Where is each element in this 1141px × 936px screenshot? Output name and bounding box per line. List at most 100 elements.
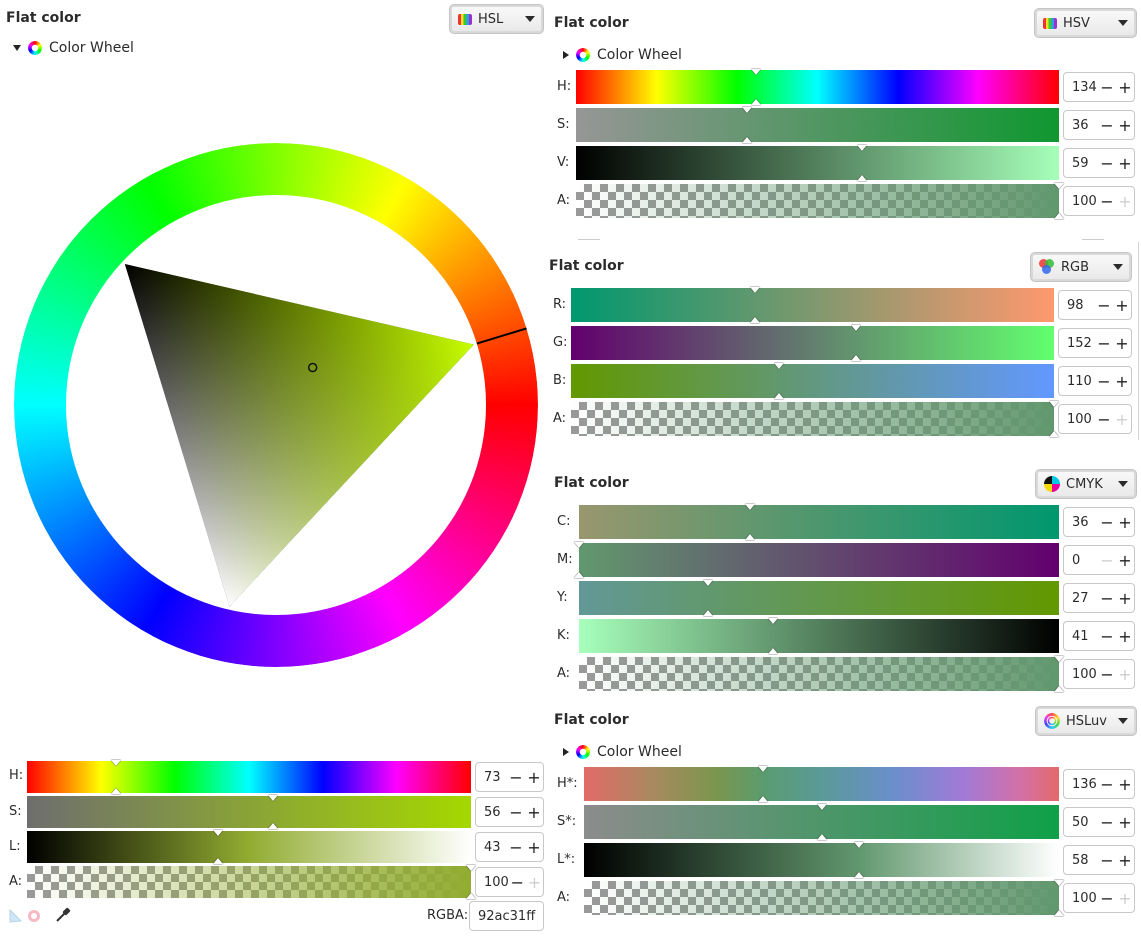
alpha-slider[interactable] [27, 865, 476, 899]
alpha-spin[interactable]: 100 − + [1063, 186, 1135, 216]
lightness-slider[interactable] [27, 830, 471, 864]
alpha-slider[interactable] [571, 401, 1059, 437]
decrement-button[interactable]: − [1100, 115, 1114, 135]
color-wheel-canvas[interactable] [14, 143, 538, 667]
hue-value[interactable]: 73 [484, 769, 501, 785]
decrement-button[interactable]: − [510, 872, 525, 892]
hue-spin[interactable]: 73 − + [475, 762, 544, 792]
decrement-button[interactable]: − [1100, 774, 1114, 794]
increment-button[interactable]: + [527, 767, 541, 787]
increment-button[interactable]: + [1118, 888, 1132, 908]
blue-slider[interactable] [571, 363, 1054, 399]
eyedropper-icon[interactable] [54, 906, 72, 924]
hue-spin[interactable]: 136 − + [1063, 769, 1135, 799]
increment-button[interactable]: + [527, 872, 542, 892]
decrement-button[interactable]: − [1100, 191, 1114, 211]
saturation-spin[interactable]: 56 − + [475, 797, 544, 827]
black-value[interactable]: 41 [1072, 628, 1089, 644]
increment-button[interactable]: + [1118, 774, 1132, 794]
decrement-button[interactable]: − [509, 837, 523, 857]
alpha-value[interactable]: 100 [1072, 666, 1097, 682]
lightness-value[interactable]: 43 [484, 839, 501, 855]
increment-button[interactable]: + [1115, 333, 1129, 353]
decrement-button[interactable]: − [1100, 626, 1114, 646]
saturation-spin[interactable]: 50 − + [1063, 807, 1135, 837]
cyan-slider[interactable] [579, 504, 1059, 540]
value-spin[interactable]: 59 − + [1063, 148, 1135, 178]
color-mode-select[interactable]: HSV [1034, 8, 1137, 38]
decrement-button[interactable]: − [1097, 295, 1111, 315]
color-mode-select[interactable]: HSLuv [1035, 706, 1137, 736]
alpha-value[interactable]: 100 [1067, 411, 1092, 427]
hue-value[interactable]: 134 [1072, 79, 1097, 95]
magenta-spin[interactable]: 0 − + [1063, 545, 1135, 575]
increment-button[interactable]: + [1118, 588, 1132, 608]
saturation-spin[interactable]: 36 − + [1063, 110, 1135, 140]
hue-slider[interactable] [27, 760, 471, 794]
lightness-spin[interactable]: 58 − + [1063, 845, 1135, 875]
increment-button[interactable]: + [1118, 115, 1132, 135]
color-wheel-expander[interactable]: Color Wheel [563, 47, 682, 63]
alpha-spin[interactable]: 100 − + [1063, 883, 1135, 913]
saturation-value[interactable]: 56 [484, 804, 501, 820]
increment-button[interactable]: + [1118, 812, 1132, 832]
hue-slider[interactable] [584, 766, 1059, 802]
red-slider[interactable] [571, 287, 1054, 323]
decrement-button[interactable]: − [1100, 153, 1114, 173]
blue-spin[interactable]: 110 − + [1058, 366, 1132, 396]
hue-value[interactable]: 136 [1072, 776, 1097, 792]
blue-value[interactable]: 110 [1067, 373, 1092, 389]
decrement-button[interactable]: − [1097, 333, 1111, 353]
cyan-spin[interactable]: 36 − + [1063, 507, 1135, 537]
increment-button[interactable]: + [1118, 626, 1132, 646]
alpha-value[interactable]: 100 [484, 874, 509, 890]
decrement-button[interactable]: − [1100, 550, 1114, 570]
cyan-value[interactable]: 36 [1072, 514, 1089, 530]
saturation-value[interactable]: 36 [1072, 117, 1089, 133]
decrement-button[interactable]: − [1100, 664, 1114, 684]
red-value[interactable]: 98 [1067, 297, 1084, 313]
decrement-button[interactable]: − [1097, 409, 1111, 429]
increment-button[interactable]: + [1118, 512, 1132, 532]
yellow-spin[interactable]: 27 − + [1063, 583, 1135, 613]
yellow-value[interactable]: 27 [1072, 590, 1089, 606]
hue-spin[interactable]: 134 − + [1063, 72, 1135, 102]
hue-slider[interactable] [576, 69, 1059, 105]
alpha-value[interactable]: 100 [1072, 193, 1097, 209]
alpha-slider[interactable] [576, 183, 1064, 219]
lightness-spin[interactable]: 43 − + [475, 832, 544, 862]
color-mode-select[interactable]: RGB [1030, 252, 1132, 282]
decrement-button[interactable]: − [1100, 850, 1114, 870]
black-slider[interactable] [579, 618, 1059, 654]
alpha-value[interactable]: 100 [1072, 890, 1097, 906]
red-spin[interactable]: 98 − + [1058, 290, 1132, 320]
lightness-slider[interactable] [584, 842, 1059, 878]
decrement-button[interactable]: − [1100, 888, 1114, 908]
increment-button[interactable]: + [527, 837, 541, 857]
magenta-value[interactable]: 0 [1072, 552, 1081, 568]
decrement-button[interactable]: − [509, 767, 523, 787]
alpha-slider[interactable] [584, 880, 1064, 916]
increment-button[interactable]: + [1118, 153, 1132, 173]
decrement-button[interactable]: − [1097, 371, 1111, 391]
lightness-value[interactable]: 58 [1072, 852, 1089, 868]
green-value[interactable]: 152 [1067, 335, 1092, 351]
alpha-slider[interactable] [579, 656, 1064, 692]
green-spin[interactable]: 152 − + [1058, 328, 1132, 358]
alpha-spin[interactable]: 100 − + [1058, 404, 1132, 434]
color-mode-select[interactable]: HSL [449, 4, 544, 34]
decrement-button[interactable]: − [1100, 512, 1114, 532]
increment-button[interactable]: + [1118, 77, 1132, 97]
saturation-value[interactable]: 50 [1072, 814, 1089, 830]
increment-button[interactable]: + [527, 802, 541, 822]
magenta-slider[interactable] [574, 542, 1059, 578]
saturation-slider[interactable] [584, 804, 1059, 840]
increment-button[interactable]: + [1118, 550, 1132, 570]
color-wheel-expander[interactable]: Color Wheel [13, 40, 134, 56]
color-mode-select[interactable]: CMYK [1035, 469, 1137, 499]
saturation-slider[interactable] [576, 107, 1059, 143]
saturation-slider[interactable] [27, 795, 471, 829]
alpha-spin[interactable]: 100 − + [475, 867, 544, 897]
decrement-button[interactable]: − [1100, 588, 1114, 608]
color-picker-marker[interactable] [307, 362, 318, 373]
